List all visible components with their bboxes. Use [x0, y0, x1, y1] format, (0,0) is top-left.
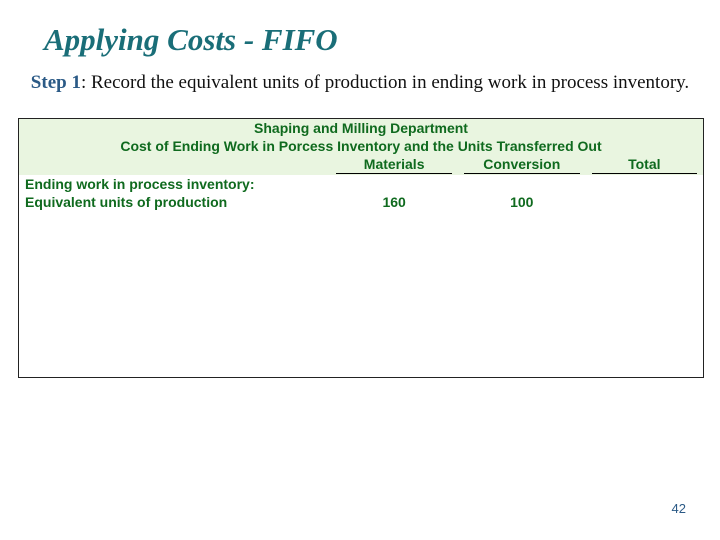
page-number: 42: [672, 501, 686, 516]
table-row: Equivalent units of production 160 100: [19, 193, 703, 211]
cell-materials-value: 160: [330, 193, 458, 211]
row-label-equiv-units: Equivalent units of production: [19, 193, 330, 211]
table-sub-title: Cost of Ending Work in Porcess Inventory…: [19, 137, 703, 155]
row-label-ending-wip: Ending work in process inventory:: [19, 175, 330, 193]
cost-table: Shaping and Milling Department Cost of E…: [19, 119, 703, 211]
step-description: Step 1: Record the equivalent units of p…: [24, 70, 696, 96]
col-header-materials: Materials: [330, 155, 458, 175]
step-text: : Record the equivalent units of product…: [81, 72, 689, 93]
step-label: Step 1: [31, 72, 81, 93]
cost-table-container: Shaping and Milling Department Cost of E…: [18, 118, 704, 378]
table-row: Ending work in process inventory:: [19, 175, 703, 193]
col-header-total: Total: [586, 155, 703, 175]
cell-conversion-value: 100: [458, 193, 586, 211]
col-header-conversion: Conversion: [458, 155, 586, 175]
table-dept-title: Shaping and Milling Department: [19, 119, 703, 137]
slide-title: Applying Costs - FIFO: [44, 22, 702, 58]
